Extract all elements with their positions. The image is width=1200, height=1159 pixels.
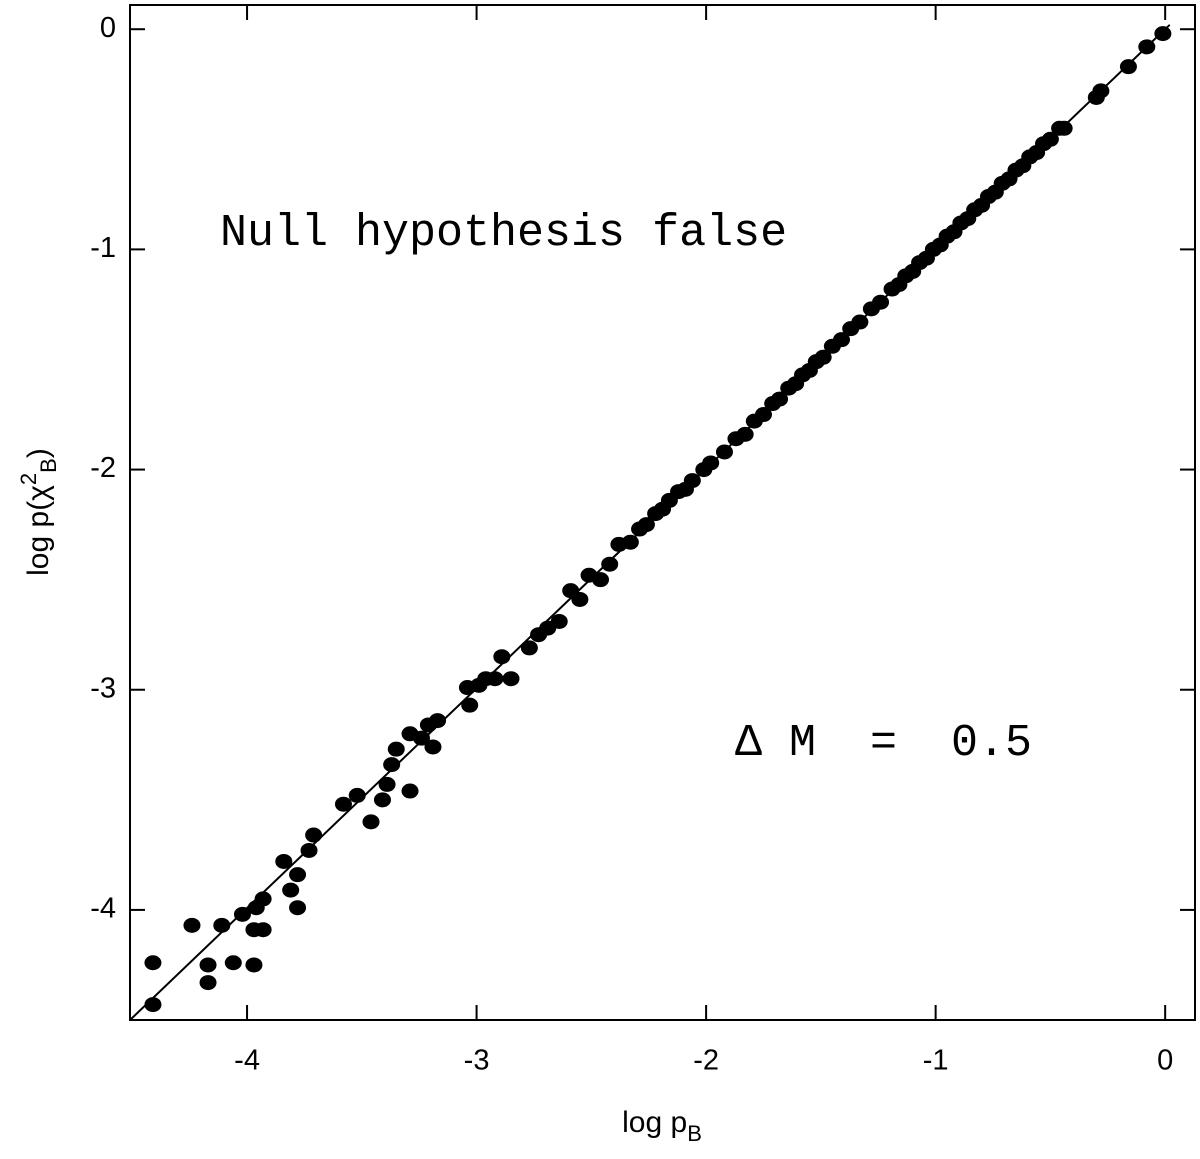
point xyxy=(1119,59,1137,75)
y-axis-label: log p(χ2B) xyxy=(16,448,61,576)
x-tick-label: -3 xyxy=(464,1045,490,1077)
x-tick-label: -2 xyxy=(693,1045,719,1077)
point xyxy=(702,455,720,471)
point xyxy=(872,294,890,310)
point xyxy=(683,473,701,489)
point xyxy=(1138,39,1156,55)
point xyxy=(502,671,520,687)
point xyxy=(486,671,504,687)
point xyxy=(334,796,352,812)
point xyxy=(305,827,323,843)
point xyxy=(348,787,366,803)
point xyxy=(289,900,307,916)
point xyxy=(621,534,639,550)
y-axis-label-sup: 2 xyxy=(16,473,41,485)
y-axis-label-end: ) xyxy=(22,448,55,458)
point xyxy=(493,649,511,665)
point xyxy=(245,957,263,973)
point xyxy=(736,426,754,442)
x-tick-label: -4 xyxy=(234,1045,260,1077)
point xyxy=(289,867,307,883)
point xyxy=(183,917,201,933)
y-tick-label: 0 xyxy=(100,12,116,44)
y-axis-label-sub: B xyxy=(36,458,61,473)
point xyxy=(199,975,217,991)
point xyxy=(637,517,655,533)
point xyxy=(373,792,391,808)
point xyxy=(1041,131,1059,147)
x-tick-label: -1 xyxy=(923,1045,949,1077)
point xyxy=(144,955,162,971)
point xyxy=(851,314,869,330)
point xyxy=(1154,26,1172,42)
annotation: Null hypothesis false xyxy=(220,208,787,259)
x-axis-label-main: log p xyxy=(622,1106,687,1139)
point xyxy=(387,741,405,757)
point xyxy=(833,332,851,348)
point xyxy=(144,997,162,1013)
point xyxy=(1092,83,1110,99)
point xyxy=(254,922,272,938)
point xyxy=(282,882,300,898)
point xyxy=(461,697,479,713)
point xyxy=(412,730,430,746)
point xyxy=(401,783,419,799)
point xyxy=(1055,120,1073,136)
point xyxy=(213,917,231,933)
point xyxy=(550,613,568,629)
y-tick-label: -2 xyxy=(90,452,116,484)
point xyxy=(754,407,772,423)
y-tick-label: -3 xyxy=(90,672,116,704)
point xyxy=(571,591,589,607)
point xyxy=(383,757,401,773)
point xyxy=(715,444,733,460)
point xyxy=(424,739,442,755)
x-axis-label-sub: B xyxy=(687,1121,702,1146)
point xyxy=(300,842,318,858)
x-tick-label: 0 xyxy=(1157,1045,1173,1077)
y-tick-label: -1 xyxy=(90,232,116,264)
point xyxy=(224,955,242,971)
point xyxy=(592,572,610,588)
y-axis-label-main: log p(χ xyxy=(22,485,55,576)
annotation: Δ M = 0.5 xyxy=(735,718,1032,769)
point xyxy=(233,906,251,922)
x-axis-label: log pB xyxy=(622,1106,702,1146)
point xyxy=(275,853,293,869)
point xyxy=(771,391,789,407)
y-tick-label: -4 xyxy=(90,893,116,925)
plot-frame xyxy=(129,4,1196,1021)
point xyxy=(814,349,832,365)
point xyxy=(520,640,538,656)
point xyxy=(601,556,619,572)
point xyxy=(429,713,447,729)
point xyxy=(362,814,380,830)
point xyxy=(254,891,272,907)
point xyxy=(378,776,396,792)
point xyxy=(199,957,217,973)
